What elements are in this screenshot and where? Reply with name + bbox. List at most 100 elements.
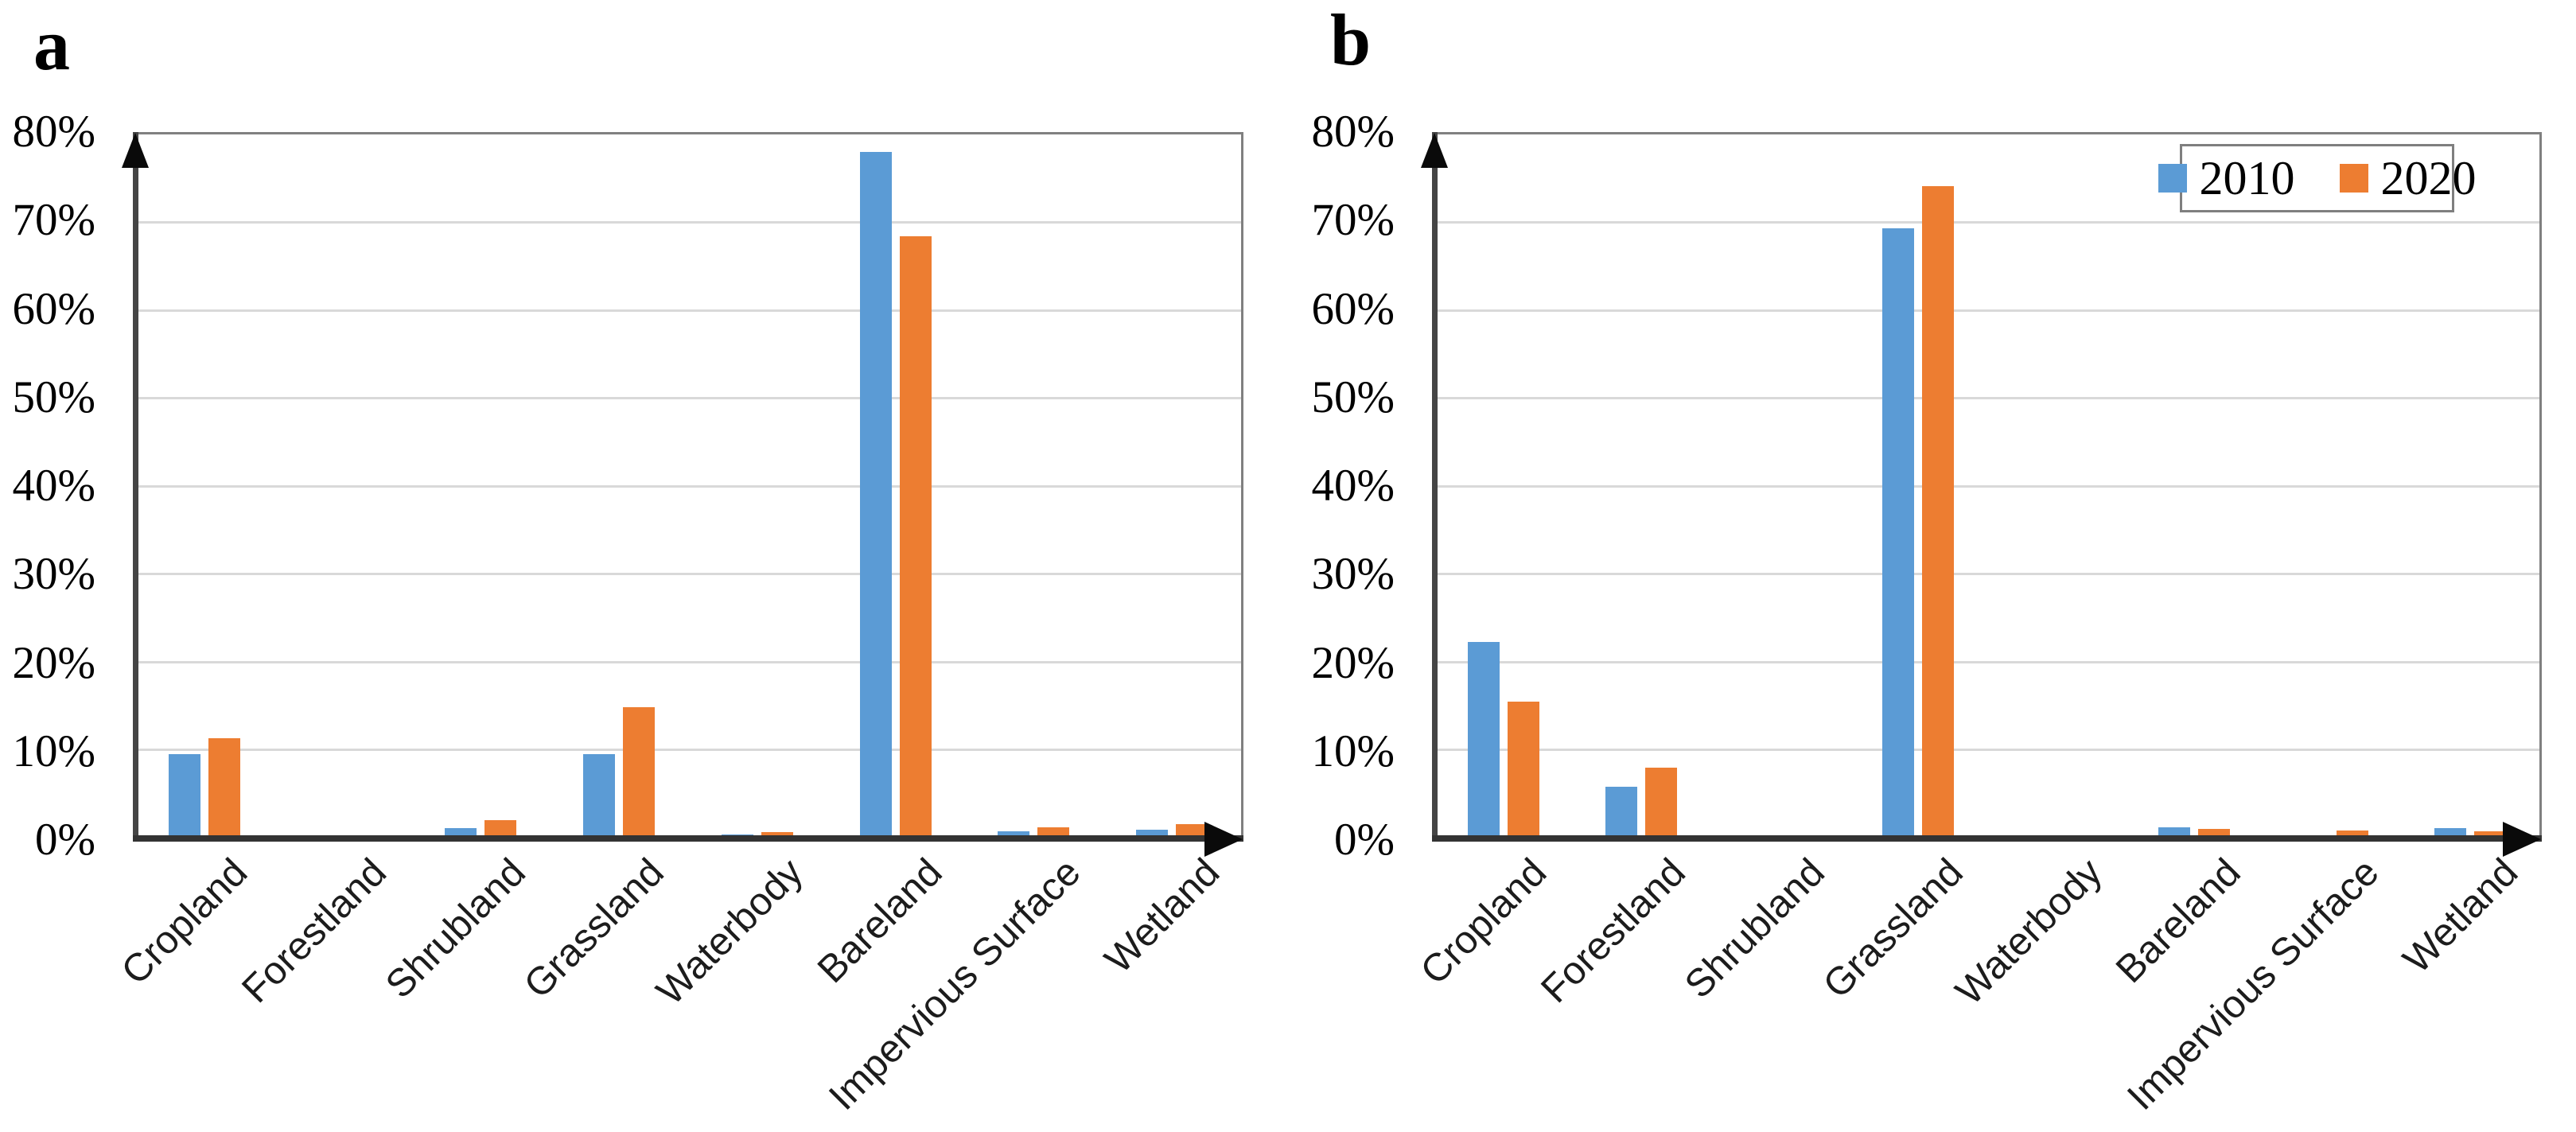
y-tick-label-10: 10% xyxy=(1311,725,1395,776)
bar-2010-bareland xyxy=(859,152,892,838)
gridline xyxy=(135,660,1241,663)
y-tick-label-30: 30% xyxy=(12,549,95,600)
y-axis-line xyxy=(133,132,138,840)
category-label-wetland: Wetland xyxy=(1096,850,1228,982)
bar-group-forestland xyxy=(1573,134,1711,838)
bar-groups xyxy=(135,134,1241,838)
category-label-grassland: Grassland xyxy=(1815,850,1971,1007)
category-label-impervious-surface: Impervious Surface xyxy=(2119,850,2387,1118)
bar-2020-bareland xyxy=(2197,828,2230,838)
gridline xyxy=(135,484,1241,488)
bar-group-wetland xyxy=(2401,134,2539,838)
gridline xyxy=(1434,660,2539,663)
y-tick-label-40: 40% xyxy=(1311,461,1395,511)
category-label-grassland: Grassland xyxy=(516,850,673,1007)
bar-group-bareland xyxy=(827,134,965,838)
bar-2010-grassland xyxy=(1881,228,1914,838)
bar-2020-grassland xyxy=(1921,186,1954,838)
gridline xyxy=(135,749,1241,751)
legend-item-2010: 2010 xyxy=(2158,154,2295,202)
bar-group-impervious-surface xyxy=(2263,134,2402,838)
category-label-shrubland: Shrubland xyxy=(377,850,534,1007)
x-axis-arrow-icon xyxy=(1204,822,1243,857)
y-tick-label-20: 20% xyxy=(1311,637,1395,688)
category-label-waterbody: Waterbody xyxy=(1947,850,2111,1013)
bar-2020-forestland xyxy=(1645,767,1678,838)
bar-group-wetland xyxy=(1103,134,1241,838)
bar-group-grassland xyxy=(550,134,688,838)
bar-group-forestland xyxy=(274,134,412,838)
plot-area-a xyxy=(122,132,1243,857)
bar-groups xyxy=(1434,134,2539,838)
bar-group-cropland xyxy=(135,134,274,838)
gridline xyxy=(1434,221,2539,224)
legend-label-2020: 2020 xyxy=(2380,152,2477,204)
y-tick-label-50: 50% xyxy=(12,371,95,422)
bar-2010-waterbody xyxy=(721,834,753,838)
x-axis-line xyxy=(1432,835,2542,842)
bar-2020-impervious-surface xyxy=(1037,827,1070,838)
y-tick-label-0: 0% xyxy=(35,815,95,865)
y-tick-label-60: 60% xyxy=(12,283,95,334)
category-label-bareland: Bareland xyxy=(809,850,951,992)
gridline xyxy=(135,221,1241,224)
bar-group-cropland xyxy=(1434,134,1573,838)
bar-group-waterbody xyxy=(688,134,827,838)
bar-2010-grassland xyxy=(583,754,616,838)
bar-2010-cropland xyxy=(168,754,200,838)
bar-2020-grassland xyxy=(623,707,656,838)
gridline xyxy=(1434,397,2539,399)
bar-2020-bareland xyxy=(899,236,932,838)
legend-item-2020: 2020 xyxy=(2339,152,2477,204)
y-tick-label-80: 80% xyxy=(12,107,95,157)
bar-2010-cropland xyxy=(1467,641,1500,838)
bar-group-impervious-surface xyxy=(965,134,1103,838)
bar-2010-wetland xyxy=(1136,830,1169,838)
category-label-shrubland: Shrubland xyxy=(1676,850,1833,1007)
y-tick-label-70: 70% xyxy=(12,195,95,246)
category-label-cropland: Cropland xyxy=(113,850,256,994)
panel-a-label: a xyxy=(33,4,70,85)
panel-b-label: b xyxy=(1330,0,1372,80)
gridline xyxy=(1434,573,2539,575)
category-label-impervious-surface: Impervious Surface xyxy=(821,850,1089,1118)
bar-2020-wetland xyxy=(2474,831,2507,838)
bar-2020-shrubland xyxy=(484,819,517,838)
bar-2020-waterbody xyxy=(761,832,793,838)
bar-2010-bareland xyxy=(2158,827,2190,838)
legend-swatch-2020 xyxy=(2339,164,2368,193)
x-axis-arrow-icon xyxy=(2503,822,2541,857)
y-tick-label-20: 20% xyxy=(12,637,95,688)
y-tick-label-60: 60% xyxy=(1311,283,1395,334)
y-tick-label-70: 70% xyxy=(1311,195,1395,246)
legend: 2010 2020 xyxy=(2158,144,2477,212)
bar-group-bareland xyxy=(2125,134,2263,838)
bar-group-shrubland xyxy=(412,134,551,838)
bar-2010-shrubland xyxy=(445,827,477,838)
bar-group-waterbody xyxy=(1987,134,2126,838)
bar-group-shrubland xyxy=(1710,134,1849,838)
gridline xyxy=(135,309,1241,312)
gridline xyxy=(135,573,1241,575)
bar-2020-cropland xyxy=(208,738,240,838)
y-tick-label-50: 50% xyxy=(1311,371,1395,422)
y-axis-arrow-icon xyxy=(1421,133,1448,168)
x-axis-line xyxy=(133,835,1243,842)
bar-2020-impervious-surface xyxy=(2336,831,2368,838)
legend-label-2010: 2010 xyxy=(2199,152,2295,204)
gridline xyxy=(1434,484,2539,488)
bar-2010-wetland xyxy=(2434,827,2467,838)
gridline xyxy=(1434,749,2539,751)
category-label-forestland: Forestland xyxy=(234,850,395,1012)
bar-2020-cropland xyxy=(1507,701,1539,838)
category-label-cropland: Cropland xyxy=(1412,850,1555,994)
y-tick-label-10: 10% xyxy=(12,725,95,776)
category-label-waterbody: Waterbody xyxy=(648,850,811,1013)
gridline xyxy=(135,397,1241,399)
bar-2020-wetland xyxy=(1176,824,1208,838)
plot-area-b: 2010 2020 xyxy=(1421,132,2542,857)
bar-group-grassland xyxy=(1849,134,1987,838)
